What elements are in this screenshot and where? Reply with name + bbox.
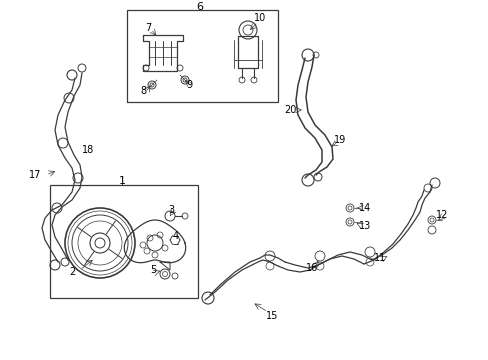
Text: 13: 13 [358,221,370,231]
Text: 9: 9 [185,80,192,90]
Text: 6: 6 [196,2,203,12]
Text: 3: 3 [167,205,174,215]
Bar [50,185,198,298]
Text: 20: 20 [283,105,296,115]
Text: 1: 1 [118,176,125,186]
Text: 2: 2 [69,267,75,277]
Text: 19: 19 [333,135,346,145]
Text: 4: 4 [173,231,179,241]
Text: 11: 11 [373,253,386,263]
Text: 7: 7 [144,23,151,33]
Text: 15: 15 [265,311,278,321]
Text: 10: 10 [253,13,265,23]
Text: 18: 18 [81,145,94,155]
Text: 12: 12 [435,210,447,220]
Text: 17: 17 [29,170,41,180]
Text: 16: 16 [305,263,318,273]
Text: 8: 8 [140,86,146,96]
Text: 5: 5 [149,265,156,275]
Bar [127,10,278,102]
Text: 14: 14 [358,203,370,213]
